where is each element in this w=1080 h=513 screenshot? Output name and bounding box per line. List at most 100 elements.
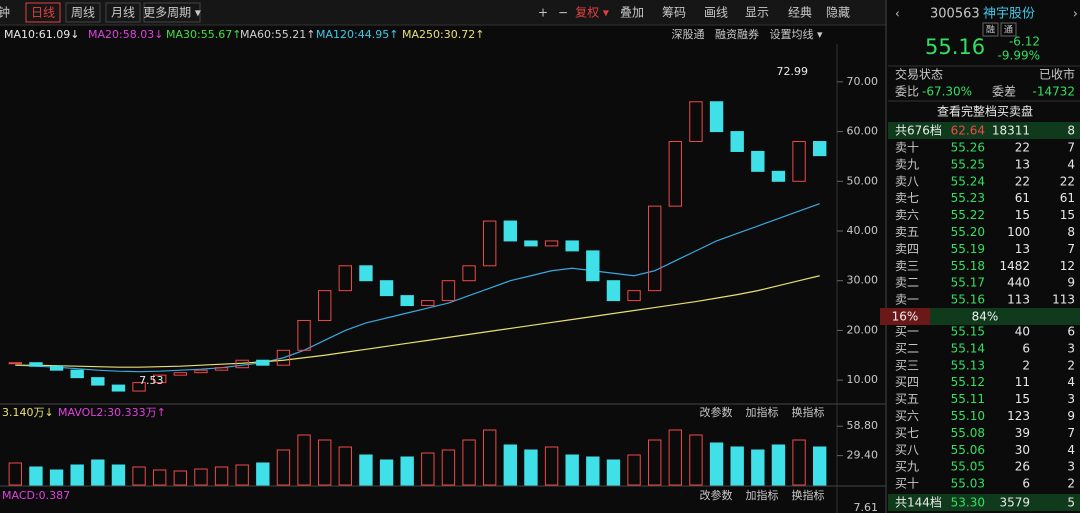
candle — [49, 365, 64, 371]
back-arrow[interactable]: ‹ — [895, 7, 900, 21]
candle — [214, 367, 229, 371]
candle — [730, 131, 744, 152]
book-volume: 15 — [1015, 392, 1030, 406]
toolbar-button[interactable]: 画线 — [704, 6, 728, 20]
candle — [235, 359, 249, 369]
toolbar-button[interactable]: 隐藏 — [826, 6, 850, 20]
book-label: 买六 — [895, 409, 919, 423]
buy-total-bg — [888, 494, 1080, 511]
book-count: 3 — [1067, 341, 1075, 355]
candle — [606, 280, 621, 302]
forward-arrow[interactable]: › — [1073, 7, 1078, 21]
book-label: 卖六 — [895, 208, 919, 222]
panel-button[interactable]: 改参数 — [700, 488, 733, 502]
book-price: 55.08 — [951, 426, 985, 440]
book-count: 6 — [1067, 325, 1075, 339]
volume-bar — [565, 454, 579, 486]
link[interactable]: 融资融券 — [715, 27, 759, 41]
book-price: 55.19 — [951, 242, 985, 256]
candle — [771, 170, 786, 182]
book-label: 买十 — [895, 477, 919, 491]
book-price: 55.16 — [951, 293, 985, 307]
volume-bar — [235, 464, 249, 486]
candle — [627, 290, 641, 302]
tag-box — [982, 22, 999, 37]
panel-button[interactable]: 换指标 — [792, 405, 825, 419]
volume-bar — [771, 444, 786, 486]
book-label: 共144档 — [895, 496, 942, 510]
link[interactable]: 深股通 — [672, 28, 705, 41]
toolbar-button[interactable]: 经典 — [788, 6, 812, 20]
volume-bar — [730, 446, 744, 486]
change: -6.12 — [1009, 35, 1040, 49]
toolbar-button[interactable]: 叠加 — [620, 6, 644, 20]
book-count: 9 — [1067, 409, 1075, 423]
candle — [132, 382, 146, 392]
tab-box[interactable] — [65, 2, 101, 23]
volume-bar — [379, 459, 394, 486]
tab[interactable]: 周线 — [71, 6, 95, 20]
stock-code: 300563 — [930, 7, 980, 22]
toolbar-button[interactable]: − — [558, 6, 568, 20]
status: 已收市 — [1039, 67, 1075, 82]
tab-box[interactable] — [143, 2, 201, 23]
book-price: 55.05 — [951, 460, 985, 474]
tab[interactable]: 钟 — [0, 5, 10, 20]
tab-box[interactable] — [25, 2, 61, 23]
book-volume: 22 — [1015, 141, 1030, 155]
book-count: 4 — [1067, 443, 1075, 457]
book-volume: 6 — [1022, 341, 1030, 355]
book-volume: 440 — [1007, 276, 1030, 290]
candle — [668, 141, 682, 207]
ma-legend: MA250:30.72↑ — [402, 28, 484, 41]
panel-button[interactable]: 换指标 — [792, 488, 825, 502]
ma-legend: MA30:55.67↑ — [166, 28, 241, 41]
volume-bar — [297, 434, 311, 486]
panel-button[interactable]: 改参数 — [700, 405, 733, 419]
book-volume: 11 — [1015, 375, 1030, 389]
book-volume: 15 — [1015, 208, 1030, 222]
toolbar-button[interactable]: 显示 — [745, 6, 769, 20]
book-volume: 22 — [1015, 174, 1030, 188]
candle — [338, 265, 352, 292]
y-tick-label: 70.00 — [847, 75, 879, 88]
book-count: 5 — [1067, 496, 1075, 510]
book-count: 113 — [1052, 293, 1075, 307]
book-count: 2 — [1067, 477, 1075, 491]
low-label: 7.53 — [139, 374, 164, 387]
book-label: 卖五 — [895, 225, 919, 239]
y-tick-label: 40.00 — [847, 224, 879, 237]
book-volume: 123 — [1007, 409, 1030, 423]
book-volume: 13 — [1015, 157, 1030, 171]
panel-button[interactable]: 加指标 — [746, 488, 779, 502]
book-count: 22 — [1060, 174, 1075, 188]
toolbar-button[interactable]: 筹码 — [662, 6, 686, 20]
book-count: 7 — [1067, 426, 1075, 440]
candle — [256, 359, 270, 366]
book-count: 9 — [1067, 276, 1075, 290]
book-price: 55.25 — [951, 157, 985, 171]
tab[interactable]: 更多周期 ▾ — [143, 6, 201, 20]
candle — [379, 280, 394, 297]
full-book-link[interactable]: 查看完整档买卖盘 — [937, 104, 1033, 119]
link[interactable]: 设置均线 ▾ — [769, 27, 822, 41]
toolbar-button[interactable]: + — [538, 6, 548, 20]
volume-bar — [606, 459, 621, 486]
toolbar-button[interactable]: 复权 ▾ — [575, 6, 609, 20]
candle — [648, 205, 662, 292]
book-volume: 6 — [1022, 477, 1030, 491]
book-price: 55.18 — [951, 259, 985, 273]
tab[interactable]: 月线 — [111, 6, 135, 20]
panel-button[interactable]: 加指标 — [746, 405, 779, 419]
book-volume: 30 — [1015, 443, 1030, 457]
volume-bar — [441, 449, 456, 486]
candle — [173, 372, 187, 376]
tab[interactable]: 日线 — [31, 6, 55, 20]
candle — [524, 240, 538, 247]
tab-box[interactable] — [105, 2, 141, 23]
volume-bar — [70, 464, 84, 486]
book-price: 55.23 — [951, 191, 985, 205]
